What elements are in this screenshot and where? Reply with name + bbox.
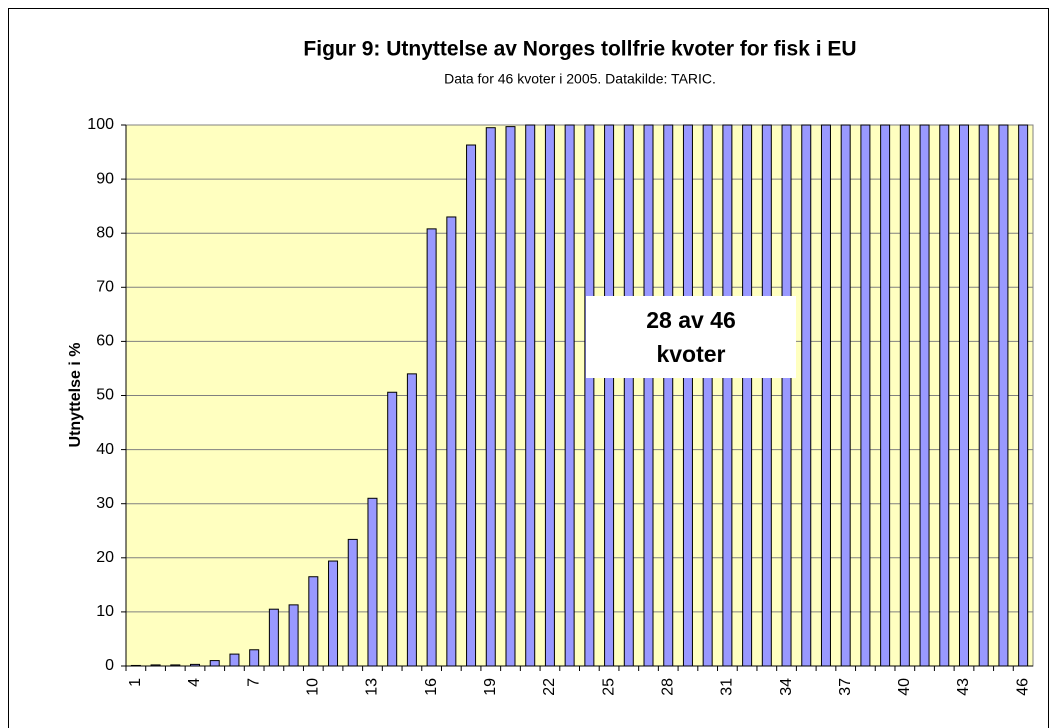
bar — [801, 124, 812, 667]
bar — [958, 124, 969, 667]
bar — [584, 124, 595, 667]
x-tick-label: 19 — [482, 678, 499, 696]
bar — [308, 576, 319, 667]
bar — [939, 124, 950, 667]
bar — [328, 560, 339, 667]
bar — [446, 216, 457, 667]
y-tick-label: 70 — [96, 279, 114, 296]
bar — [406, 373, 417, 667]
bar — [781, 124, 792, 667]
bar — [899, 124, 910, 667]
bar — [288, 604, 299, 667]
bar — [209, 660, 220, 667]
bar — [643, 124, 654, 667]
bar — [682, 124, 693, 667]
bar — [466, 144, 477, 667]
y-tick-label: 60 — [96, 333, 114, 350]
y-tick-label: 50 — [96, 387, 114, 404]
bar — [919, 124, 930, 667]
y-tick-label: 30 — [96, 495, 114, 512]
x-tick-label: 7 — [245, 678, 262, 687]
bar — [1018, 124, 1029, 667]
bar — [544, 124, 555, 667]
bar — [249, 649, 260, 667]
y-tick-label: 0 — [105, 657, 114, 674]
bar — [426, 228, 437, 667]
x-tick-label: 4 — [186, 678, 203, 687]
bar — [604, 124, 615, 667]
y-tick-label: 90 — [96, 170, 114, 187]
y-tick-label: 100 — [87, 116, 114, 133]
x-tick-label: 31 — [719, 678, 736, 696]
y-axis-label: Utnyttelse i % — [67, 343, 84, 448]
bar — [623, 124, 634, 667]
bar — [722, 124, 733, 667]
bar — [268, 608, 279, 667]
bar — [742, 124, 753, 667]
chart-subtitle: Data for 46 kvoter i 2005. Datakilde: TA… — [444, 71, 716, 87]
x-tick-label: 34 — [778, 678, 795, 696]
x-tick-label: 10 — [305, 678, 322, 696]
bar — [761, 124, 772, 667]
x-tick-label: 1 — [127, 678, 144, 687]
bar — [564, 124, 575, 667]
bar — [978, 124, 989, 667]
bar — [347, 538, 358, 667]
bar — [525, 124, 536, 667]
x-tick-label: 22 — [541, 678, 558, 696]
bar — [505, 126, 516, 667]
chart-title: Figur 9: Utnyttelse av Norges tollfrie k… — [303, 38, 856, 61]
x-tick-label: 37 — [837, 678, 854, 696]
x-tick-label: 43 — [955, 678, 972, 696]
annotation-box — [586, 296, 796, 378]
bar — [367, 497, 378, 667]
bar — [820, 124, 831, 667]
x-tick-label: 16 — [423, 678, 440, 696]
y-tick-label: 80 — [96, 224, 114, 241]
bar — [998, 124, 1009, 667]
annotation: 28 av 46 — [646, 307, 736, 333]
bar — [702, 124, 713, 667]
bar — [663, 124, 674, 667]
bar — [840, 124, 851, 667]
y-tick-label: 40 — [96, 441, 114, 458]
bar — [485, 127, 496, 667]
bar — [387, 391, 398, 667]
x-tick-label: 25 — [600, 678, 617, 696]
x-tick-label: 40 — [896, 678, 913, 696]
y-tick-label: 10 — [96, 603, 114, 620]
x-tick-label: 28 — [659, 678, 676, 696]
bar — [229, 653, 240, 667]
bar — [880, 124, 891, 667]
y-tick-label: 20 — [96, 549, 114, 566]
bar — [860, 124, 871, 667]
x-tick-label: 13 — [364, 678, 381, 696]
x-tick-label: 46 — [1014, 678, 1031, 696]
annotation: kvoter — [656, 341, 725, 367]
